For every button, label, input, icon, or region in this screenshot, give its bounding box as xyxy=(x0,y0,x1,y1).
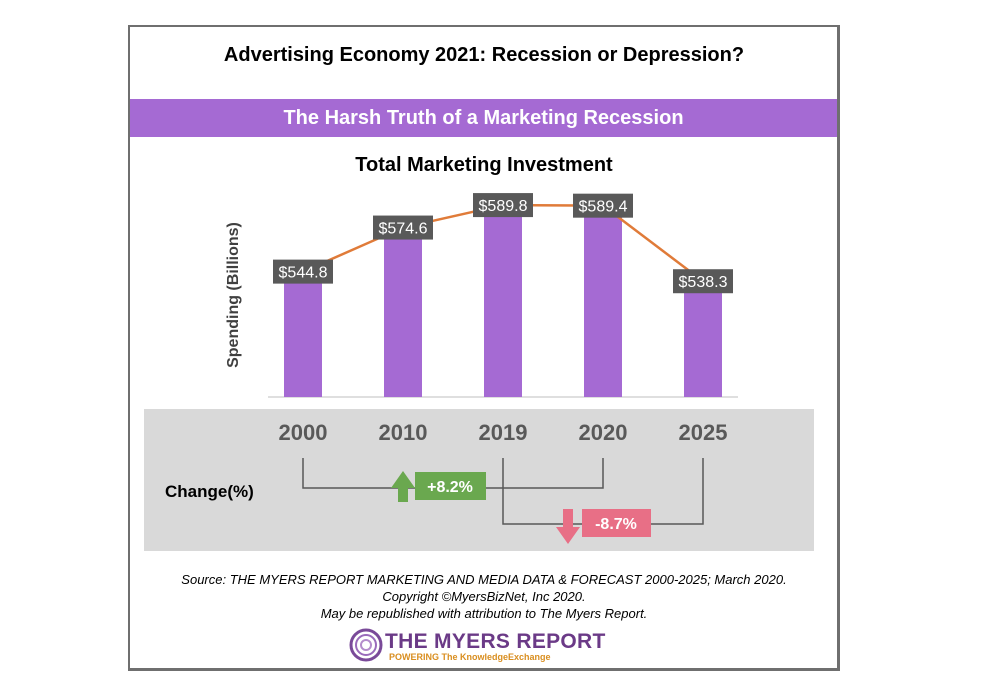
change-badge-down-bg xyxy=(582,509,651,537)
bar-2020 xyxy=(584,205,622,397)
change-badge-down: -8.7% xyxy=(595,516,637,533)
down-arrow-icon xyxy=(556,509,580,544)
page-title: Advertising Economy 2021: Recession or D… xyxy=(223,44,745,66)
data-label-2019: $589.8 xyxy=(479,198,528,215)
source-note: Source: THE MYERS REPORT MARKETING AND M… xyxy=(128,571,840,622)
logo-text: THE MYERS REPORT xyxy=(385,630,606,653)
bar-2010 xyxy=(384,227,422,397)
logo-tagline: POWERING The KnowledgeExchange xyxy=(389,652,551,662)
data-label-bg-2010 xyxy=(373,215,433,240)
source-line-3: May be republished with attribution to T… xyxy=(320,606,648,621)
x-tick-label-2020: 2020 xyxy=(579,420,628,445)
up-arrow-icon xyxy=(391,471,415,502)
data-label-bg-2020 xyxy=(573,193,633,218)
chart-title: Total Marketing Investment xyxy=(355,154,613,176)
x-tick-label-2000: 2000 xyxy=(279,420,328,445)
data-label-bg-2019 xyxy=(473,193,533,218)
data-label-bg-2025 xyxy=(673,269,733,294)
change-badge-up: +8.2% xyxy=(427,479,473,496)
data-label-2010: $574.6 xyxy=(379,221,428,238)
x-tick-label-2025: 2025 xyxy=(679,420,728,445)
subtitle-banner: The Harsh Truth of a Marketing Recession xyxy=(130,99,837,137)
bar-2025 xyxy=(684,281,722,397)
change-axis-label: Change(%) xyxy=(165,482,254,501)
data-label-bg-2000 xyxy=(273,259,333,284)
data-label-2020: $589.4 xyxy=(579,199,628,216)
source-line-2: Copyright ©MyersBizNet, Inc 2020. xyxy=(382,589,586,604)
data-label-2000: $544.8 xyxy=(279,265,328,282)
bar-2019 xyxy=(484,205,522,397)
data-label-2025: $538.3 xyxy=(679,274,728,291)
change-badge-up-bg xyxy=(415,472,486,500)
bar-2000 xyxy=(284,271,322,397)
x-tick-label-2019: 2019 xyxy=(479,420,528,445)
x-tick-label-2010: 2010 xyxy=(379,420,428,445)
source-line-1: Source: THE MYERS REPORT MARKETING AND M… xyxy=(181,572,787,587)
